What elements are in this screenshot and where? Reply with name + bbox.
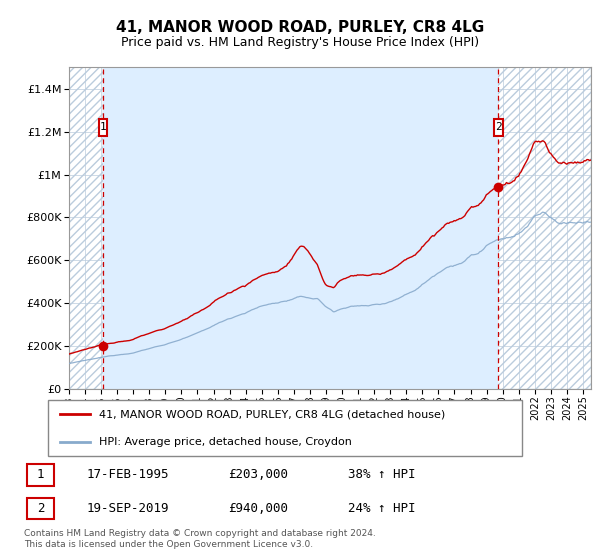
Text: Contains HM Land Registry data © Crown copyright and database right 2024.
This d: Contains HM Land Registry data © Crown c… [24, 529, 376, 549]
Text: 1: 1 [100, 122, 106, 132]
Text: 19-SEP-2019: 19-SEP-2019 [87, 502, 170, 515]
Bar [69, 67, 103, 389]
Text: Price paid vs. HM Land Registry's House Price Index (HPI): Price paid vs. HM Land Registry's House … [121, 36, 479, 49]
Text: 2: 2 [495, 122, 502, 132]
Text: 41, MANOR WOOD ROAD, PURLEY, CR8 4LG: 41, MANOR WOOD ROAD, PURLEY, CR8 4LG [116, 20, 484, 35]
FancyBboxPatch shape [494, 119, 503, 136]
Text: HPI: Average price, detached house, Croydon: HPI: Average price, detached house, Croy… [99, 437, 352, 447]
FancyBboxPatch shape [98, 119, 107, 136]
Text: 41, MANOR WOOD ROAD, PURLEY, CR8 4LG (detached house): 41, MANOR WOOD ROAD, PURLEY, CR8 4LG (de… [99, 409, 445, 419]
Bar [498, 67, 591, 389]
Text: £940,000: £940,000 [228, 502, 288, 515]
Text: 17-FEB-1995: 17-FEB-1995 [87, 468, 170, 482]
Bar [103, 67, 498, 389]
Text: £203,000: £203,000 [228, 468, 288, 482]
Text: 2: 2 [37, 502, 44, 515]
Text: 1: 1 [37, 468, 44, 482]
Text: 38% ↑ HPI: 38% ↑ HPI [348, 468, 415, 482]
Text: 24% ↑ HPI: 24% ↑ HPI [348, 502, 415, 515]
